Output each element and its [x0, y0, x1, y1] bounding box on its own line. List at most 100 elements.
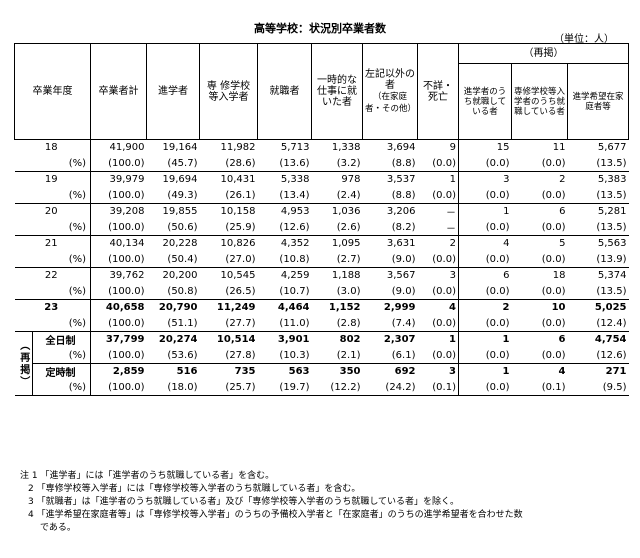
table-cell: 37,799: [90, 331, 147, 348]
table-cell: (25.9): [225, 221, 256, 233]
table-cell: 5,677: [567, 139, 629, 156]
table-cell: 3,567: [362, 267, 418, 284]
table-cell: 5,713: [257, 139, 312, 156]
table-cell: (27.7): [225, 317, 256, 329]
table-cell: 4,352: [257, 235, 312, 252]
table-cell: 41,900: [90, 139, 147, 156]
table-cell: (8.8): [391, 189, 416, 201]
table-cell: (0.0): [432, 157, 456, 169]
table-cell: 802: [311, 331, 363, 348]
table-cell: 978: [311, 171, 363, 188]
table-row-pct: (%) (100.0) (50.4) (27.0) (10.8) (2.7) (9.0) (0…: [15, 251, 629, 268]
table-cell: 1,152: [311, 299, 363, 316]
table-cell: 3: [417, 267, 459, 284]
table-cell: 1: [458, 363, 512, 380]
table-cell: (0.0): [458, 347, 512, 364]
table-cell: (0.0): [458, 187, 512, 204]
row-label: (%): [68, 253, 86, 265]
table-cell: (8.8): [391, 157, 416, 169]
table-cell: (10.8): [279, 253, 310, 265]
table-cell: 40,134: [90, 235, 147, 252]
table-row: 23 40,658 20,790 11,249 4,464 1,152 2,999 4 2 10 5…: [14, 299, 629, 316]
table-cell: (19.7): [257, 379, 312, 396]
table-cell: (100.0): [90, 155, 147, 172]
table-cell: (13.9): [596, 253, 627, 265]
table-cell: 735: [199, 363, 258, 380]
table-cell: 10,514: [199, 331, 258, 348]
table-cell: (100.0): [90, 219, 147, 236]
header-unknown: 不詳・死亡: [417, 43, 459, 140]
table-cell: (51.1): [167, 317, 198, 329]
table-cell: (100.0): [90, 347, 147, 364]
table-cell: (50.6): [167, 221, 198, 233]
row-label: 全日制: [32, 331, 91, 348]
table-row: （再掲） 全日制 37,799 20,274 10,514 3,901 802 2,307 1 1…: [14, 331, 629, 396]
table-cell: 11,982: [199, 139, 258, 156]
reprint-side-label: （再掲）: [14, 331, 33, 396]
table-cell: 40,658: [90, 299, 147, 316]
table-cell: 2: [458, 299, 512, 316]
table-cell: (26.5): [225, 285, 256, 297]
table-cell: 3: [417, 363, 459, 380]
table-cell: 6: [458, 267, 512, 284]
table-cell: 10: [511, 299, 568, 316]
row-label: 20: [14, 203, 91, 220]
table-cell: 692: [362, 363, 418, 380]
table-cell: 516: [146, 363, 200, 380]
table-cell: (8.2): [391, 221, 416, 233]
table-cell: (10.7): [279, 285, 310, 297]
table-cell: 15: [458, 139, 512, 156]
table-row-pct: (%) (100.0) (18.0) (25.7) (19.7) (12.2) (24.2)…: [15, 379, 629, 396]
table-cell: 1,036: [311, 203, 363, 220]
table-cell: (3.2): [336, 157, 361, 169]
table-cell: 5,563: [567, 235, 629, 252]
table-cell: (0.0): [541, 349, 566, 361]
table-cell: 2: [511, 171, 568, 188]
header-r1: 進学者のうち就職している者: [458, 63, 512, 140]
header-r2: 専修学校等入学者のうち就職している者: [511, 63, 568, 140]
table-row-pct: (%) (100.0) (45.7) (28.6) (13.6) (3.2) (8.8) (0…: [15, 155, 629, 172]
header-temp: 一時的な仕事に就いた者: [311, 43, 363, 140]
table-cell: 20,790: [146, 299, 200, 316]
table-cell: 20,274: [146, 331, 200, 348]
table-cell: (0.0): [458, 315, 512, 332]
table-cell: 350: [311, 363, 363, 380]
table-cell: 19,855: [146, 203, 200, 220]
table-cell: (3.0): [336, 285, 361, 297]
row-label: 21: [14, 235, 91, 252]
table-cell: (0.0): [458, 219, 512, 236]
table-cell: 3,901: [257, 331, 312, 348]
table-row: 20 39,208 19,855 10,158 4,953 1,036 3,206 － 1 6 5,…: [14, 203, 629, 220]
table-cell: 2,307: [362, 331, 418, 348]
header-year: 卒業年度: [14, 43, 91, 140]
table-cell: (25.7): [199, 379, 258, 396]
table-row: 定時制 2,859 516 735 563 350 692 3 1 4 271: [15, 363, 629, 380]
table-cell: (0.0): [541, 157, 566, 169]
table-cell: (100.0): [90, 315, 147, 332]
note-4-cont: である。: [40, 523, 76, 533]
table-cell: 6: [511, 331, 568, 348]
table-cell: (0.0): [458, 379, 512, 396]
page-title: 高等学校：状況別卒業者数: [254, 22, 386, 35]
note-4: 4 「進学希望在家庭者等」は「専修学校等入学者」のうちの予備校入学者と「在家庭者…: [28, 510, 523, 520]
note-2: 2 「専修学校等入学者」には「専修学校等入学者のうち就職している者」を含む。: [28, 484, 361, 494]
table-cell: (12.6): [279, 221, 310, 233]
table-cell: 1: [417, 331, 459, 348]
table-cell: 2,999: [362, 299, 418, 316]
table-cell: 9: [417, 139, 459, 156]
header-total: 卒業者計: [90, 43, 147, 140]
table-cell: (2.1): [336, 349, 361, 361]
table-cell: 3,631: [362, 235, 418, 252]
table-cell: 5,374: [567, 267, 629, 284]
table-cell: (0.0): [458, 155, 512, 172]
table-cell: (2.8): [336, 317, 361, 329]
table-cell: 10,431: [199, 171, 258, 188]
table-cell: (2.7): [336, 253, 361, 265]
unit-label: （単位：人）: [554, 34, 614, 45]
graduates-table: 卒業年度 卒業者計 進学者 専 修学校等入学者 就職者 一時的な仕事に就いた者 …: [14, 43, 629, 396]
row-label: (%): [68, 221, 86, 233]
row-label: (%): [68, 349, 86, 361]
table-row: 21 40,134 20,228 10,826 4,352 1,095 3,631 2 4 5 5,…: [14, 235, 629, 252]
table-cell: 1,095: [311, 235, 363, 252]
table-row: 18 41,900 19,164 11,982 5,713 1,338 3,694 9 15 11…: [14, 139, 629, 156]
